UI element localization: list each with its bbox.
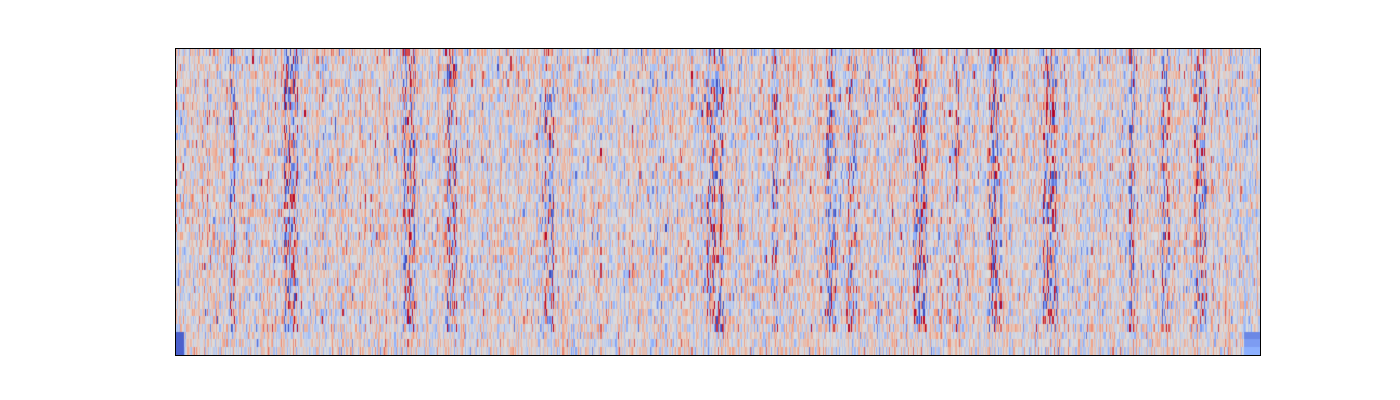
heatmap-axes	[175, 48, 1261, 356]
heatmap-image	[176, 49, 1260, 355]
